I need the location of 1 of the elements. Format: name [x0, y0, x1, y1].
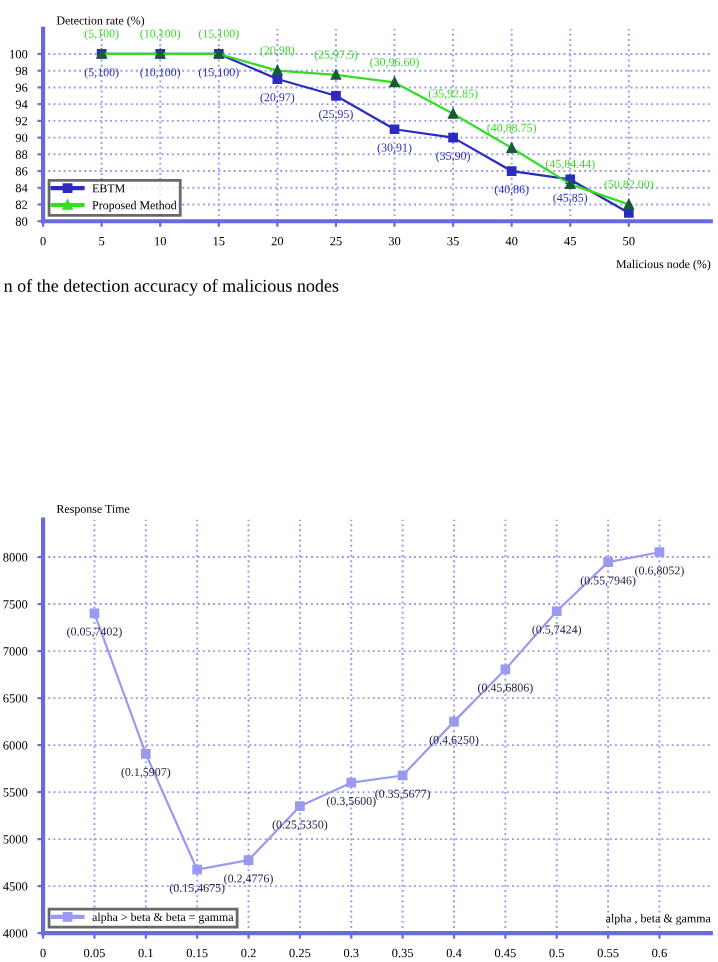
- text: n of the detection accuracy of malicious nodes: [4, 278, 339, 296]
